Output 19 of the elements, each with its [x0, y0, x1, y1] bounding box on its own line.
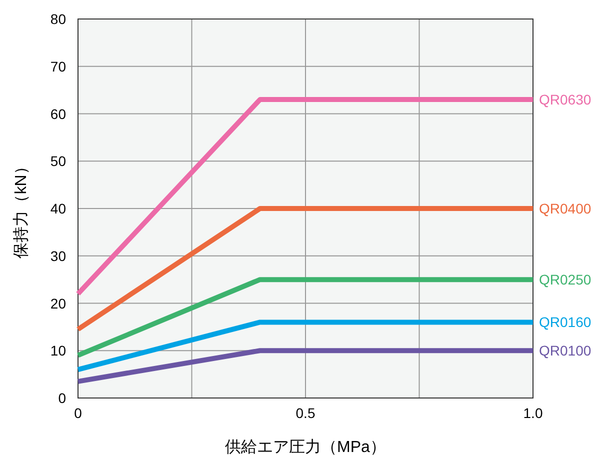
y-tick-label: 80 — [50, 11, 66, 27]
y-tick-label: 50 — [50, 153, 66, 170]
x-tick-label: 0.5 — [296, 405, 316, 421]
series-label: QR0400 — [539, 200, 592, 216]
y-tick-label: 0 — [58, 390, 66, 406]
y-tick-label: 40 — [50, 200, 66, 216]
x-axis-title: 供給エア圧力（MPa） — [225, 438, 386, 456]
series-label: QR0250 — [539, 272, 592, 288]
y-tick-label: 70 — [50, 58, 66, 74]
series-label: QR0100 — [539, 342, 592, 359]
y-tick-label: 20 — [50, 295, 66, 312]
x-tick-label: 1.0 — [523, 405, 543, 421]
y-tick-label: 30 — [50, 248, 66, 264]
series-label: QR0630 — [539, 92, 592, 108]
y-tick-label: 60 — [50, 106, 66, 122]
x-tick-label: 0 — [74, 405, 82, 421]
y-tick-label: 10 — [50, 342, 66, 359]
y-axis-title: 保持力（kN） — [12, 158, 30, 258]
series-label: QR0160 — [539, 314, 592, 330]
